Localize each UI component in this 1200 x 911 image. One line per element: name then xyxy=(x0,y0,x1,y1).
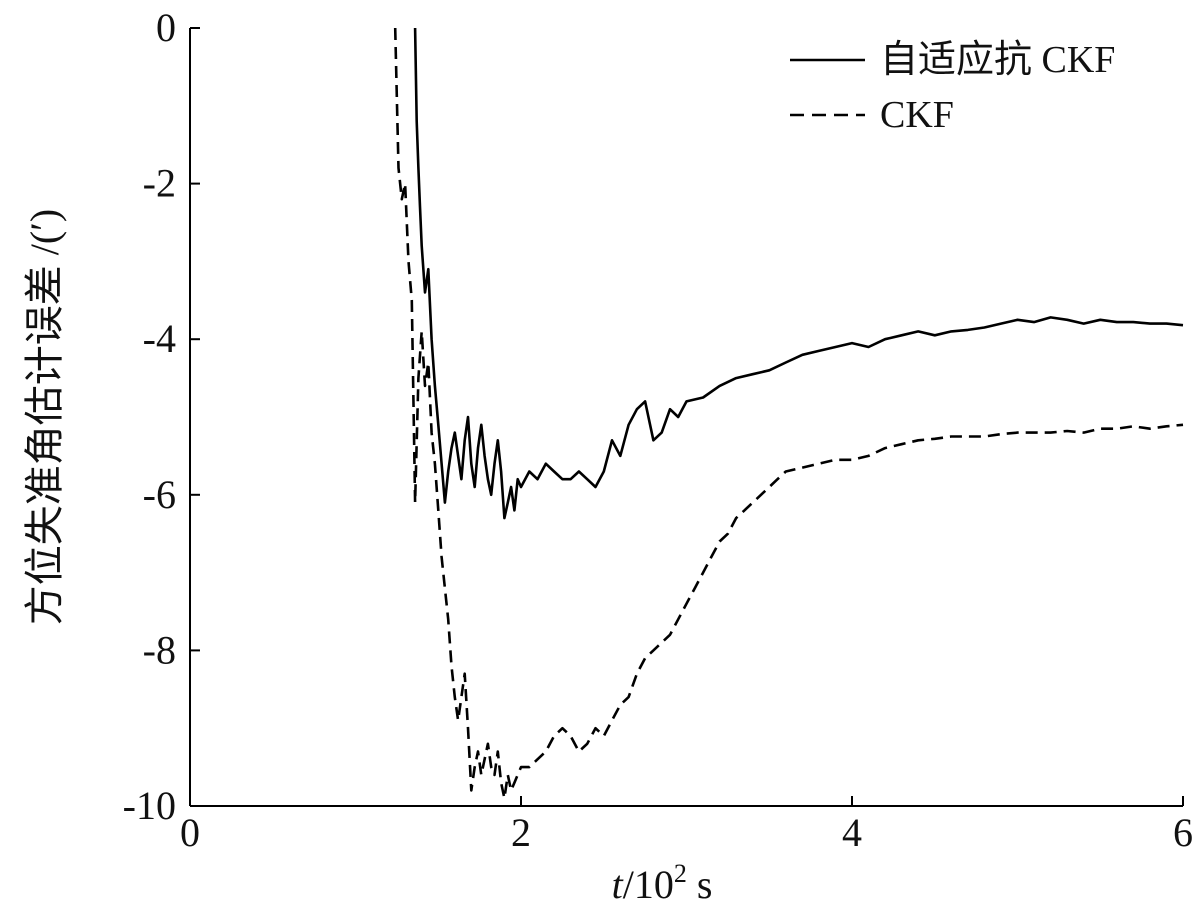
y-tick-label: -2 xyxy=(143,161,176,206)
legend: 自适应抗 CKF CKF xyxy=(790,39,1115,136)
y-tick-label: -6 xyxy=(143,472,176,517)
y-tick-label: 0 xyxy=(156,5,176,50)
series-line-ckf xyxy=(393,27,1184,800)
legend-label-ckf: CKF xyxy=(880,94,954,136)
x-tick-label: 6 xyxy=(1173,810,1193,855)
y-tick-label: -10 xyxy=(123,783,176,828)
legend-label-adaptive-ckf: 自适应抗 CKF xyxy=(880,39,1115,81)
x-tick-label: 4 xyxy=(842,810,862,855)
series-layer xyxy=(393,27,1184,800)
x-axis-label: t/102 s xyxy=(612,859,713,907)
series-line-adaptive-ckf xyxy=(413,27,1184,520)
y-axis-label: 方位失准角估计误差 /(′) xyxy=(22,209,67,626)
x-tick-label: 0 xyxy=(180,810,200,855)
y-tick-label: -4 xyxy=(143,316,176,361)
x-axis-label-var: t xyxy=(612,862,624,907)
ticks: 0 2 4 6 0 -2 -4 -6 -8 -10 xyxy=(123,5,1193,855)
y-tick-label: -8 xyxy=(143,627,176,672)
x-tick-label: 2 xyxy=(511,810,531,855)
x-axis-label-base: /10 xyxy=(623,862,674,907)
x-axis-label-exp: 2 xyxy=(674,859,687,888)
x-axis-label-suffix: s xyxy=(687,862,713,907)
axes xyxy=(189,28,1183,807)
